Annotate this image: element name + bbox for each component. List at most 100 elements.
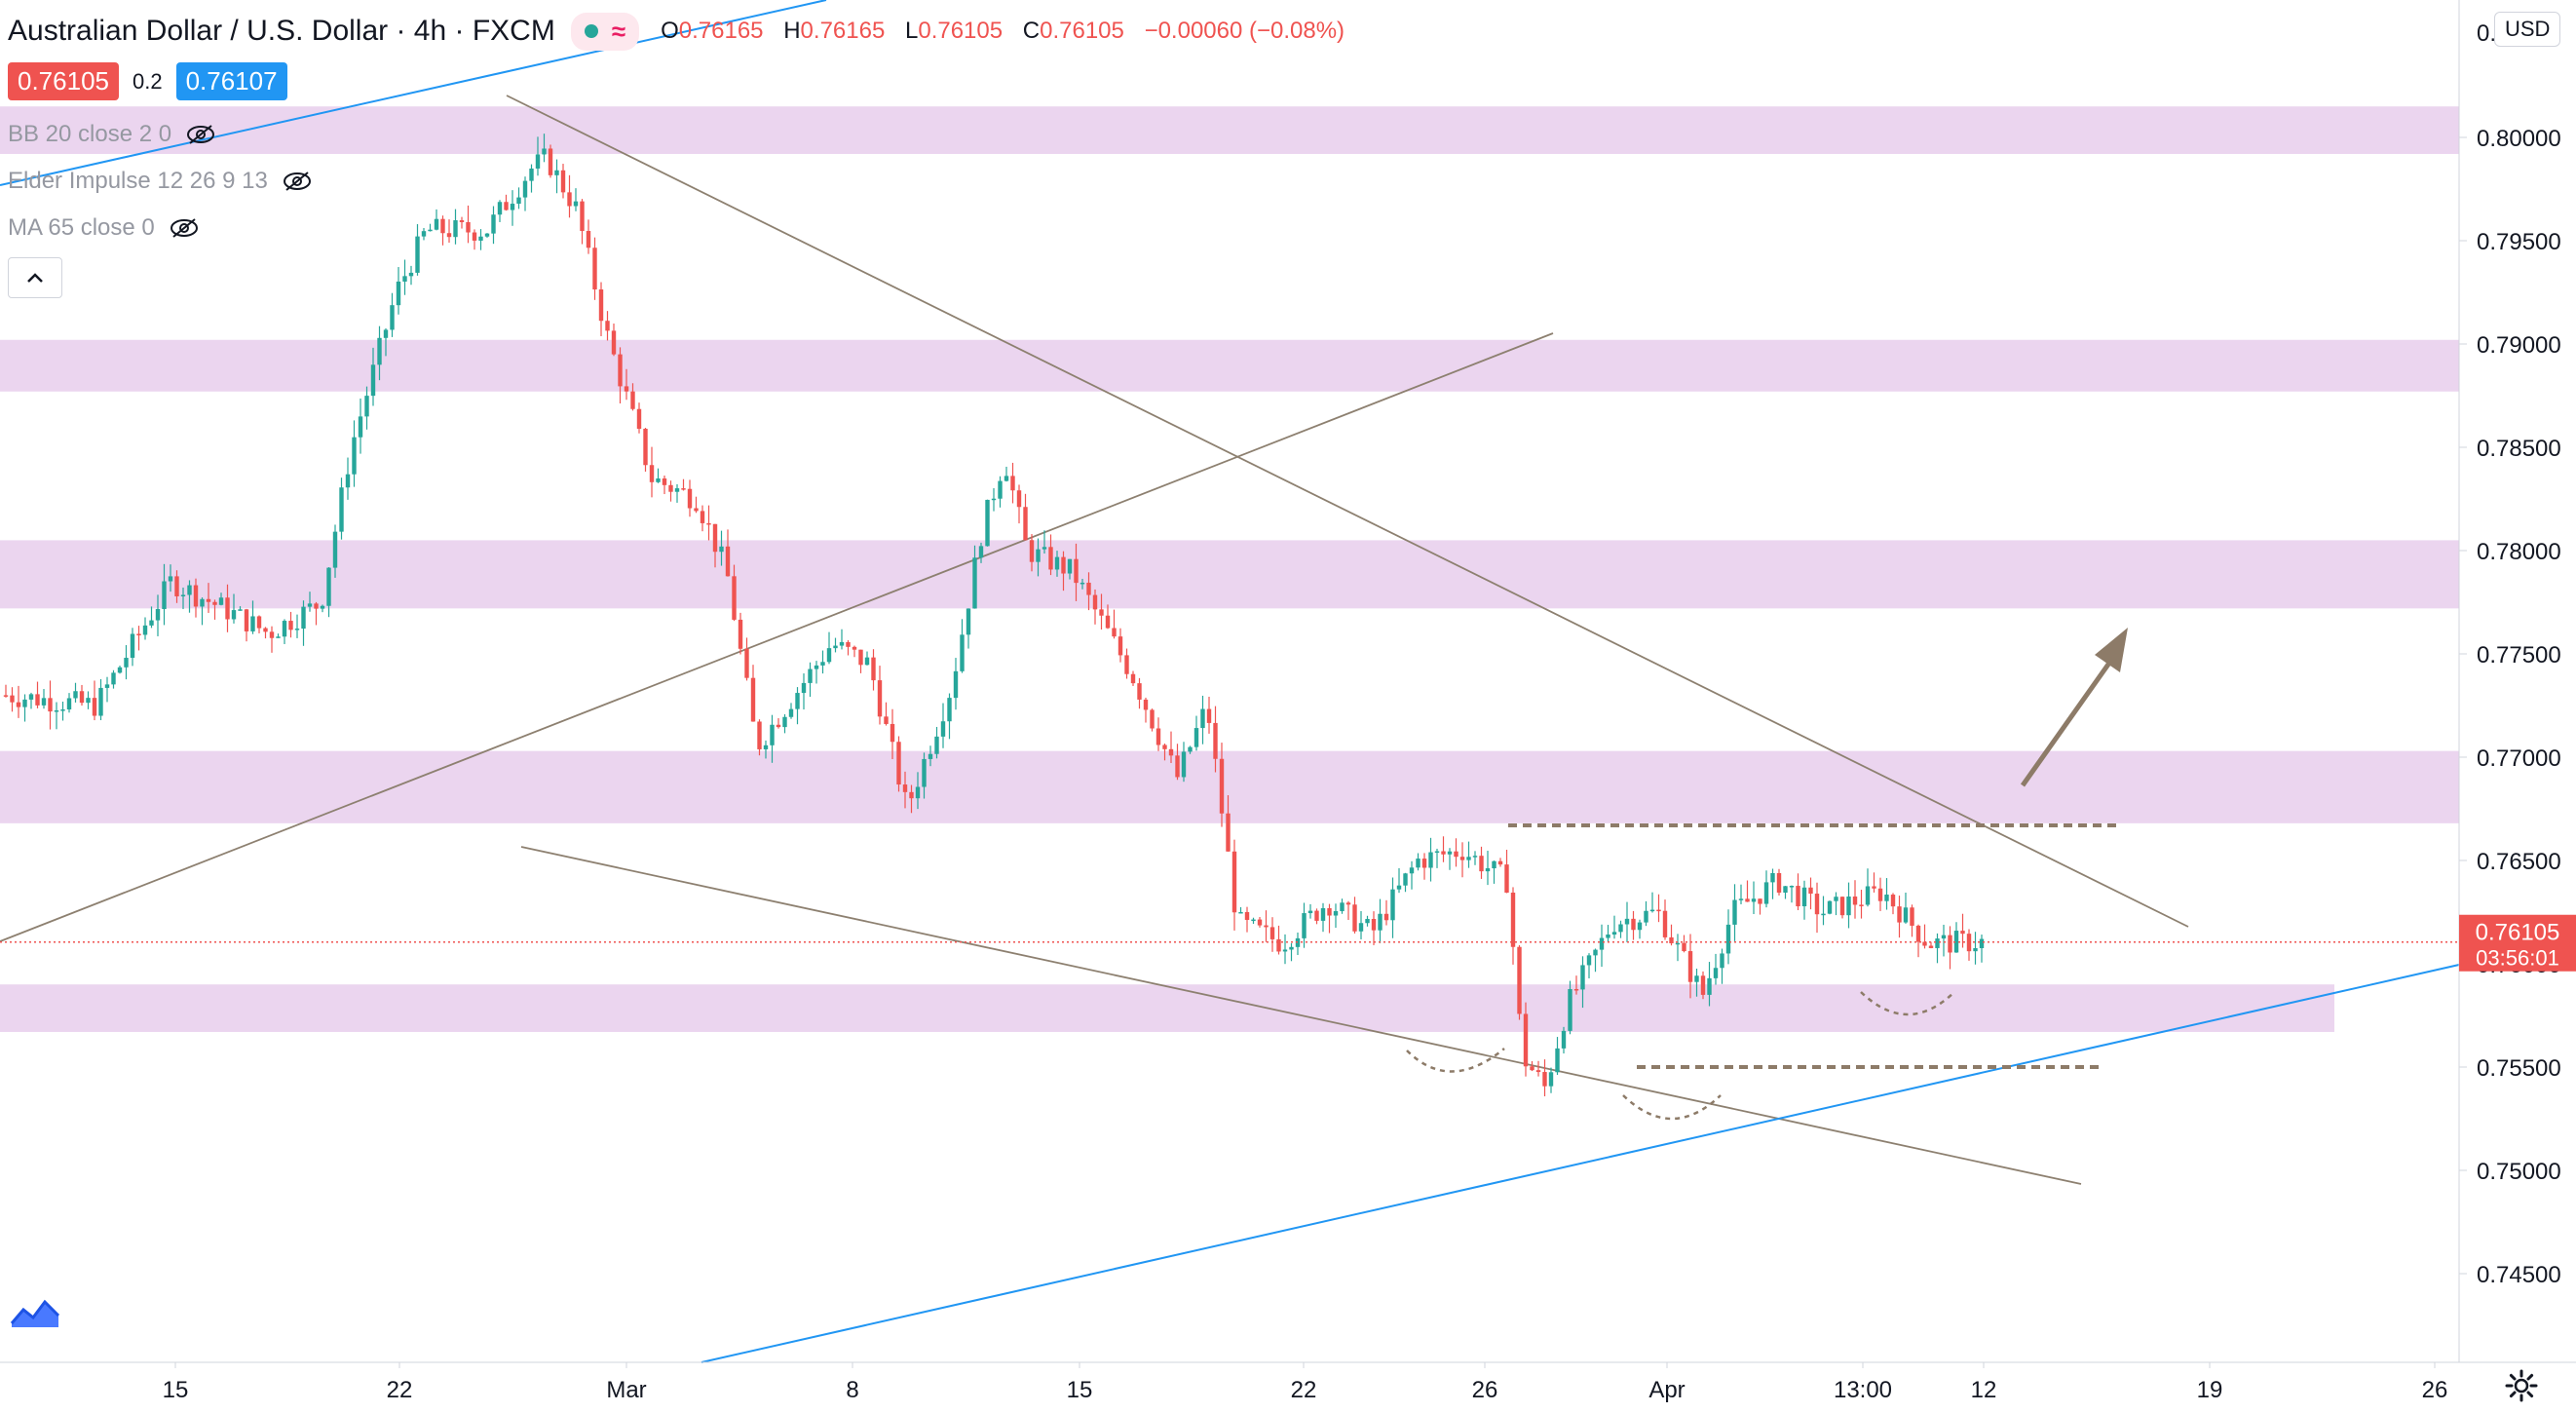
- sr-zone: [0, 106, 2459, 154]
- candle-body: [1124, 655, 1129, 674]
- candle-body: [833, 645, 838, 649]
- candle-body: [402, 276, 407, 282]
- candle-body: [396, 281, 401, 306]
- candle-body: [390, 305, 395, 330]
- candle-body: [719, 546, 724, 553]
- candle-body: [998, 480, 1003, 499]
- low-label: L: [904, 18, 919, 44]
- candle-body: [953, 670, 959, 699]
- candle-body: [1573, 988, 1579, 991]
- candle-body: [263, 628, 268, 632]
- candle-body: [256, 616, 262, 629]
- candle-body: [1935, 938, 1940, 948]
- candle-body: [1903, 907, 1909, 923]
- candle-body: [757, 721, 762, 749]
- indicator-bb[interactable]: BB 20 close 2 0: [8, 121, 216, 148]
- candle-body: [225, 597, 230, 620]
- candle-body: [1302, 913, 1307, 938]
- candle-body: [370, 364, 376, 397]
- candle-body: [934, 736, 939, 754]
- candle-body: [408, 272, 414, 277]
- candle-body: [548, 148, 553, 175]
- candle-body: [1877, 888, 1883, 901]
- indicator-elder-impulse[interactable]: Elder Impulse 12 26 9 13: [8, 168, 313, 195]
- candle-body: [1548, 1072, 1554, 1087]
- candle-body: [1333, 911, 1339, 916]
- tradingview-logo-icon[interactable]: [8, 1292, 62, 1335]
- y-tick-label: 0.75000: [2477, 1159, 2561, 1185]
- candle-body: [1226, 813, 1231, 852]
- candle-body: [1206, 708, 1212, 723]
- market-status-pill[interactable]: ≈: [570, 12, 640, 51]
- candle-body: [130, 633, 135, 659]
- candle-body: [922, 758, 927, 787]
- candle-body: [1611, 932, 1617, 935]
- candle-body: [1244, 911, 1250, 920]
- indicator-ma[interactable]: MA 65 close 0: [8, 214, 200, 242]
- candle-body: [858, 649, 863, 666]
- buy-price-button[interactable]: 0.76107: [175, 62, 287, 100]
- eye-crossed-icon[interactable]: [282, 171, 313, 192]
- candle-body: [1371, 919, 1377, 931]
- x-tick-label: 22: [1291, 1377, 1317, 1403]
- candle-body: [41, 698, 47, 706]
- gear-icon[interactable]: [2504, 1368, 2539, 1403]
- candle-body: [1580, 965, 1585, 990]
- high-label: H: [783, 18, 801, 44]
- symbol-title[interactable]: Australian Dollar / U.S. Dollar · 4h · F…: [8, 15, 555, 47]
- chart-header: Australian Dollar / U.S. Dollar · 4h · F…: [8, 12, 1358, 51]
- candle-body: [1352, 904, 1357, 932]
- candle-body: [1396, 885, 1402, 890]
- candle-body: [1637, 922, 1643, 931]
- candle-body: [1884, 895, 1889, 901]
- candle-body: [649, 465, 655, 482]
- candle-body: [231, 610, 237, 620]
- candle-body: [200, 598, 205, 607]
- candle-body: [978, 546, 984, 558]
- candle-body: [250, 616, 255, 631]
- candle-body: [1137, 683, 1142, 700]
- candle-body: [846, 641, 851, 647]
- candle-body: [10, 695, 15, 703]
- candle-body: [294, 629, 300, 630]
- open-label: O: [661, 18, 679, 44]
- candle-body: [491, 214, 496, 234]
- candle-body: [890, 723, 895, 743]
- candle-body: [497, 202, 503, 215]
- candle-body: [960, 634, 965, 671]
- candle-body: [795, 693, 800, 709]
- low-value: 0.76105: [918, 18, 1004, 44]
- candle-body: [364, 396, 369, 417]
- currency-button[interactable]: USD: [2494, 12, 2561, 47]
- candle-body: [415, 236, 420, 273]
- candle-body: [1915, 925, 1921, 942]
- eye-crossed-icon[interactable]: [169, 217, 200, 239]
- candle-body: [1624, 918, 1630, 925]
- candle-body: [440, 218, 445, 234]
- candle-body: [1289, 946, 1294, 950]
- candle-body: [1029, 540, 1035, 562]
- candle-body: [1979, 938, 1985, 949]
- candle-body: [1479, 856, 1484, 872]
- candle-body: [1682, 942, 1686, 952]
- eye-crossed-icon[interactable]: [185, 124, 216, 145]
- candle-body: [643, 428, 648, 466]
- candle-body: [1523, 1013, 1529, 1067]
- candle-body: [1036, 549, 1041, 562]
- candle-body: [187, 585, 192, 595]
- collapse-indicators-button[interactable]: [8, 257, 62, 298]
- head-arc: [1622, 1094, 1722, 1121]
- indicator-label: MA 65 close 0: [8, 214, 155, 241]
- candle-body: [1846, 897, 1851, 916]
- candle-body: [73, 691, 78, 699]
- candle-body: [1497, 860, 1503, 865]
- candle-body: [136, 633, 141, 635]
- candle-body: [535, 154, 541, 169]
- ascending-trendline: [0, 332, 1554, 942]
- candle-body: [1421, 859, 1427, 868]
- sell-price-button[interactable]: 0.76105: [8, 62, 119, 100]
- candle-body: [301, 606, 306, 630]
- candle-body: [174, 576, 179, 596]
